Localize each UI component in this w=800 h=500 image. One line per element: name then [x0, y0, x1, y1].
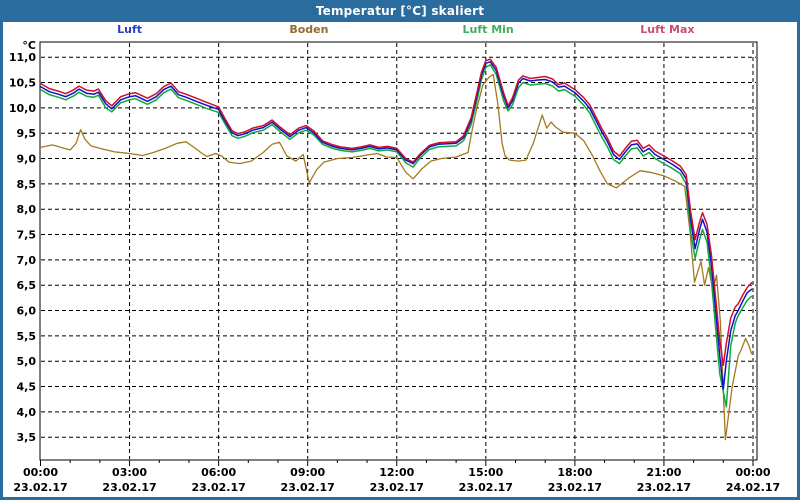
- y-tick-label: 4,5: [17, 381, 37, 394]
- x-tick-time: 00:00: [735, 466, 770, 479]
- x-tick-time: 15:00: [468, 466, 503, 479]
- y-tick-label: 9,5: [17, 127, 37, 140]
- chart-legend: Luft Boden Luft Min Luft Max: [40, 23, 757, 38]
- y-tick-label: 7,0: [17, 254, 37, 267]
- y-axis-unit: °C: [22, 39, 36, 52]
- y-tick-label: 11,0: [9, 51, 36, 64]
- chart-area: 11,0 10,5 10,0 9,5 9,0 8,5 8,0 7,5 7,0 6,5 6,0 5,5 5…: [3, 22, 797, 497]
- series-line-luft: [39, 61, 753, 390]
- y-tick-label: 8,5: [17, 178, 37, 191]
- plot-frame: [39, 41, 758, 461]
- y-tick-label: 8,0: [17, 203, 37, 216]
- y-tick-label: 5,0: [17, 355, 37, 368]
- x-tick-date: 23.02.17: [637, 481, 691, 494]
- x-tick-date: 23.02.17: [548, 481, 602, 494]
- x-tick-time: 06:00: [201, 466, 236, 479]
- title-bar: Temperatur [°C] skaliert: [3, 0, 797, 22]
- legend-item-luft-max: Luft Max: [640, 23, 695, 36]
- x-tick-date: 23.02.17: [370, 481, 424, 494]
- x-tick-date: 23.02.17: [13, 481, 67, 494]
- x-tick-date: 23.02.17: [459, 481, 513, 494]
- series-line-luft-max: [39, 58, 753, 367]
- y-tick-label: 9,0: [17, 153, 37, 166]
- x-tick-time: 03:00: [112, 466, 147, 479]
- y-tick-label: 4,0: [17, 406, 37, 419]
- x-tick-date: 23.02.17: [102, 481, 156, 494]
- series-line-luft-min: [39, 64, 753, 408]
- y-tick-label: 3,5: [17, 431, 37, 444]
- y-tick-label: 10,5: [9, 77, 36, 90]
- x-tick-date: 23.02.17: [281, 481, 335, 494]
- y-tick-label: 7,5: [17, 229, 37, 242]
- y-tick-label: 6,0: [17, 305, 37, 318]
- x-tick-time: 09:00: [290, 466, 325, 479]
- series-line-boden: [39, 73, 753, 441]
- legend-item-boden: Boden: [289, 23, 329, 36]
- y-tick-label: 6,5: [17, 279, 37, 292]
- x-tick-time: 18:00: [557, 466, 592, 479]
- legend-item-luft-min: Luft Min: [462, 23, 514, 36]
- x-tick-time: 21:00: [646, 466, 681, 479]
- legend-item-luft: Luft: [117, 23, 143, 36]
- x-tick-time: 00:00: [23, 466, 58, 479]
- y-tick-label: 5,5: [17, 330, 37, 343]
- x-tick-date: 24.02.17: [726, 481, 780, 494]
- x-tick-time: 12:00: [379, 466, 414, 479]
- x-tick-date: 23.02.17: [191, 481, 245, 494]
- y-tick-label: 10,0: [9, 102, 36, 115]
- temperature-chart: 11,0 10,5 10,0 9,5 9,0 8,5 8,0 7,5 7,0 6,5 6,0 5,5 5…: [9, 39, 780, 494]
- page-title: Temperatur [°C] skaliert: [315, 4, 485, 18]
